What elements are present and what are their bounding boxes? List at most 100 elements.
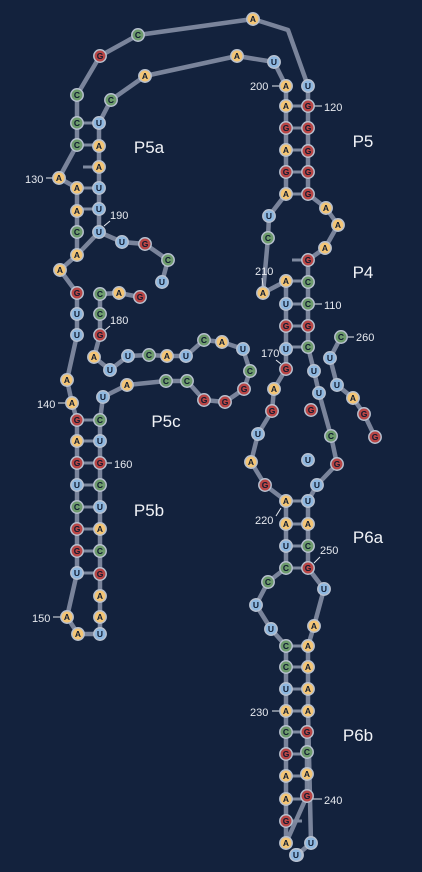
nt-left-58: C bbox=[93, 287, 107, 301]
nt-left-43: G bbox=[197, 393, 211, 407]
nt-left-39: U bbox=[96, 390, 110, 404]
nt-right-1-circle bbox=[155, 275, 169, 289]
nt-left-30-letter: A bbox=[97, 591, 103, 601]
nt-left-24-letter: G bbox=[74, 546, 81, 556]
nt-mid-36-circle bbox=[357, 407, 371, 421]
nt-right-11-circle bbox=[104, 93, 118, 107]
nt-right-33-circle bbox=[258, 478, 272, 492]
nt-right-52-circle bbox=[300, 767, 314, 781]
nt-mid-27: A bbox=[301, 660, 315, 674]
nt-right-22-letter: C bbox=[265, 233, 271, 243]
nt-left-49-circle bbox=[197, 333, 211, 347]
nt-mid-16-circle bbox=[312, 386, 326, 400]
nt-mid-34-circle bbox=[330, 378, 344, 392]
nt-right-15-letter: A bbox=[283, 81, 289, 91]
nt-right-13-letter: A bbox=[234, 51, 240, 61]
index-label-140: 140 bbox=[37, 399, 55, 411]
nt-mid-34: U bbox=[330, 378, 344, 392]
nt-left-37-circle bbox=[93, 434, 107, 448]
nt-mid-6: G bbox=[301, 187, 315, 201]
nt-left-32-letter: C bbox=[97, 546, 103, 556]
nt-mid-27-circle bbox=[301, 660, 315, 674]
nt-right-11: C bbox=[104, 93, 118, 107]
index-tick-250 bbox=[313, 556, 321, 564]
nt-left-43-circle bbox=[197, 393, 211, 407]
nt-left-52-letter: C bbox=[146, 350, 152, 360]
nt-right-18-circle bbox=[279, 143, 293, 157]
nt-right-46-letter: G bbox=[283, 749, 290, 759]
nt-mid-23: G bbox=[301, 561, 315, 575]
nt-left-5: C bbox=[70, 116, 84, 130]
nt-left-37: U bbox=[93, 434, 107, 448]
nt-right-25-circle bbox=[279, 297, 293, 311]
nt-mid-39-circle bbox=[301, 453, 315, 467]
nt-left-15-circle bbox=[70, 328, 84, 342]
nt-left-38-letter: C bbox=[97, 415, 103, 425]
nt-right-26-letter: G bbox=[283, 321, 290, 331]
nt-right-54: G bbox=[300, 725, 314, 739]
index-label-110: 110 bbox=[324, 300, 342, 312]
nt-right-14-circle bbox=[267, 55, 281, 69]
nt-right-45-circle bbox=[279, 725, 293, 739]
nt-left-40: A bbox=[120, 378, 134, 392]
nt-left-45: G bbox=[237, 382, 251, 396]
nt-left-25-circle bbox=[70, 566, 84, 580]
nt-left-14: U bbox=[70, 307, 84, 321]
nt-left-37-letter: U bbox=[97, 436, 103, 446]
nt-right-38-circle bbox=[261, 575, 275, 589]
nt-left-19-circle bbox=[70, 434, 84, 448]
nt-left-33-letter: A bbox=[97, 524, 103, 534]
nt-mid-37: G bbox=[368, 430, 382, 444]
nt-mid-32: C bbox=[334, 330, 348, 344]
nt-right-54-circle bbox=[300, 725, 314, 739]
nt-left-10-letter: C bbox=[74, 227, 80, 237]
nt-left-46-circle bbox=[243, 364, 257, 378]
nt-right-41: C bbox=[279, 639, 293, 653]
nt-left-19-letter: A bbox=[74, 436, 80, 446]
nt-left-44-circle bbox=[218, 395, 232, 409]
nt-left-18: G bbox=[70, 413, 84, 427]
nt-left-57-letter: C bbox=[97, 309, 103, 319]
nt-right-43-letter: U bbox=[283, 684, 289, 694]
nt-mid-9-letter: A bbox=[322, 243, 328, 253]
nt-left-35-letter: C bbox=[97, 480, 103, 490]
nt-left-22-circle bbox=[70, 500, 84, 514]
nt-left-53-circle bbox=[121, 349, 135, 363]
nt-right-7-letter: U bbox=[96, 183, 102, 193]
nt-right-40-circle bbox=[264, 622, 278, 636]
nt-right-3-letter: G bbox=[142, 239, 149, 249]
nt-right-3-circle bbox=[138, 237, 152, 251]
nt-mid-25: A bbox=[307, 619, 321, 633]
nt-mid-40-letter: U bbox=[293, 850, 299, 860]
nt-mid-10: G bbox=[301, 253, 315, 267]
nt-left-9: A bbox=[70, 204, 84, 218]
nt-left-3-circle bbox=[93, 49, 107, 63]
nt-mid-38: G bbox=[304, 403, 318, 417]
index-label-240: 240 bbox=[324, 795, 342, 807]
nt-mid-16: U bbox=[312, 386, 326, 400]
nt-left-28: U bbox=[93, 627, 107, 641]
nt-right-52: A bbox=[300, 767, 314, 781]
nt-left-41-circle bbox=[159, 374, 173, 388]
nt-mid-4-letter: G bbox=[305, 146, 312, 156]
nt-right-10-letter: U bbox=[96, 118, 102, 128]
nt-right-23-letter: A bbox=[260, 288, 266, 298]
nt-left-20-circle bbox=[70, 456, 84, 470]
nt-right-23: A bbox=[256, 286, 270, 300]
nt-right-36: U bbox=[279, 539, 293, 553]
nt-left-17: A bbox=[65, 396, 79, 410]
nt-left-44-letter: G bbox=[222, 397, 229, 407]
nt-mid-7-letter: A bbox=[323, 203, 329, 213]
nt-left-35: C bbox=[93, 478, 107, 492]
index-label-250: 250 bbox=[320, 545, 338, 557]
nt-mid-2-letter: G bbox=[305, 101, 312, 111]
nt-left-55-circle bbox=[87, 350, 101, 364]
nt-left-18-circle bbox=[70, 413, 84, 427]
nt-left-35-circle bbox=[93, 478, 107, 492]
nt-right-12: A bbox=[138, 69, 152, 83]
nt-right-11-letter: C bbox=[108, 95, 114, 105]
nt-right-23-circle bbox=[256, 286, 270, 300]
nt-right-36-circle bbox=[279, 539, 293, 553]
helix-label-p5b: P5b bbox=[134, 501, 164, 520]
nt-right-37-letter: C bbox=[283, 563, 289, 573]
